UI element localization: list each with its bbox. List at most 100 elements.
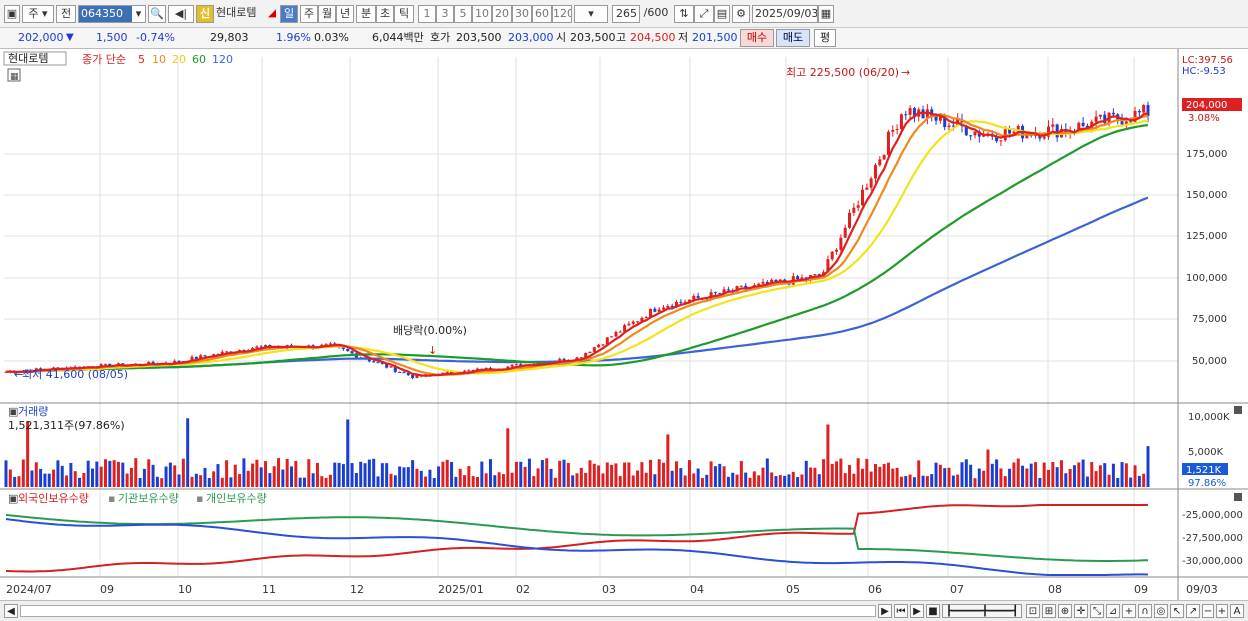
crosshair-icon[interactable]: +: [1122, 604, 1136, 618]
gear-icon[interactable]: ⚙: [732, 5, 750, 23]
play-icon[interactable]: ▶: [910, 604, 924, 618]
pan-icon[interactable]: ↗: [1186, 604, 1200, 618]
count-input[interactable]: 265: [612, 5, 640, 23]
period-year[interactable]: 년: [336, 5, 354, 23]
volume-bar: [471, 476, 475, 487]
volume-bar: [501, 474, 505, 487]
interval-10[interactable]: 10: [472, 5, 492, 23]
volume-bar: [1107, 474, 1111, 487]
panel-settings-icon[interactable]: [7, 68, 21, 82]
candle-body: [947, 125, 951, 128]
interval-30[interactable]: 30: [512, 5, 532, 23]
window-menu-icon[interactable]: ▣: [4, 5, 20, 23]
candle-body: [830, 251, 834, 260]
code-dropdown-icon[interactable]: ▾: [132, 5, 146, 23]
candle-body: [865, 187, 869, 190]
volume-bar: [290, 466, 293, 487]
stock-code-input[interactable]: 064350: [78, 5, 146, 23]
scroll-track[interactable]: [20, 605, 876, 617]
volume-bar: [125, 473, 129, 487]
volume-bar: [1064, 473, 1068, 487]
moving-averages: [5, 111, 1149, 377]
save-icon[interactable]: ▤: [714, 5, 730, 23]
volume-bar: [424, 476, 428, 487]
volume-bar: [904, 476, 908, 487]
rewind-icon[interactable]: ⏮: [894, 604, 908, 618]
interval-120[interactable]: 120: [552, 5, 572, 23]
volume-bar: [121, 462, 125, 487]
drawing-tool-icon[interactable]: ⤢: [694, 5, 714, 23]
trend-icon[interactable]: ⤡: [1090, 604, 1104, 618]
period-minute[interactable]: 분: [356, 5, 376, 23]
chart-type-icon[interactable]: ⇅: [674, 5, 694, 23]
high-annotation: 최고 225,500 (06/20): [786, 66, 899, 79]
ma-60-line: [5, 124, 1149, 374]
grid-icon[interactable]: ⊞: [1042, 604, 1056, 618]
zoom-in-icon[interactable]: ⊕: [1058, 604, 1072, 618]
scroll-right-icon[interactable]: ▶: [878, 604, 892, 618]
magnet-icon[interactable]: ∩: [1138, 604, 1152, 618]
volume-bar: [982, 470, 986, 487]
interval-20[interactable]: 20: [492, 5, 512, 23]
interval-60[interactable]: 60: [532, 5, 552, 23]
volume-bar: [813, 467, 817, 487]
candle-body: [813, 274, 817, 276]
date-input[interactable]: 2025/09/03: [752, 5, 818, 23]
cursor-icon[interactable]: ✛: [1074, 604, 1088, 618]
low-arrow-icon: ←: [14, 368, 23, 381]
volume-bar: [1077, 462, 1081, 487]
candle-body: [1077, 122, 1081, 132]
candle-body: [367, 359, 371, 362]
zoom-fit-icon[interactable]: ⊡: [1026, 604, 1040, 618]
volume-bar: [298, 477, 302, 487]
volume-bar: [977, 468, 981, 487]
buy-button[interactable]: 매수: [740, 29, 774, 47]
period-day[interactable]: 일: [280, 5, 298, 23]
volume-close-icon[interactable]: [1234, 406, 1242, 414]
volume-bar: [1025, 468, 1029, 487]
volume-bar: [1120, 462, 1124, 487]
period-month[interactable]: 월: [318, 5, 336, 23]
zoom-out-icon[interactable]: −: [1202, 604, 1214, 618]
holding-close-icon[interactable]: [1234, 493, 1242, 501]
sell-button[interactable]: 매도: [776, 29, 810, 47]
pointer-icon[interactable]: ↖: [1170, 604, 1184, 618]
volume-bar: [644, 472, 648, 487]
font-size-icon[interactable]: A: [1230, 604, 1244, 618]
volume-bar: [809, 467, 813, 487]
speaker-icon[interactable]: ◀|: [168, 5, 194, 23]
eval-button[interactable]: 평: [814, 29, 836, 47]
chart-area[interactable]: 현대로템 종가 단순 5 10 20 60 120 ▦ 최고 225,500 (…: [0, 49, 1248, 604]
interval-3[interactable]: 3: [436, 5, 454, 23]
search-icon[interactable]: 🔍: [148, 5, 166, 23]
candle-body: [869, 178, 873, 188]
calendar-icon[interactable]: ▦: [818, 5, 834, 23]
prev-button[interactable]: 전: [56, 5, 76, 23]
zoom-plus-icon[interactable]: +: [1216, 604, 1228, 618]
interval-1[interactable]: 1: [418, 5, 436, 23]
interval-dropdown[interactable]: ▾: [574, 5, 608, 23]
zoom-slider[interactable]: ┣━━━━━╋━━━━┫: [942, 604, 1022, 618]
candle-body: [679, 301, 683, 303]
volume-bar: [1103, 463, 1107, 487]
ruler-icon[interactable]: ⊿: [1106, 604, 1120, 618]
scroll-left-icon[interactable]: ◀: [4, 604, 18, 618]
ma-period-120: 120: [212, 53, 233, 66]
period-tick[interactable]: 틱: [394, 5, 414, 23]
individual-holding-label: 개인보유수량: [206, 492, 267, 505]
interval-5[interactable]: 5: [454, 5, 472, 23]
candle-body: [1103, 114, 1107, 124]
candle-body: [999, 140, 1003, 142]
candle-body: [943, 114, 947, 128]
period-second[interactable]: 초: [376, 5, 394, 23]
high-value: 204,500: [630, 31, 676, 44]
institution-marker: ▪: [108, 492, 115, 505]
chart-svg[interactable]: 현대로템 종가 단순 5 10 20 60 120 ▦ 최고 225,500 (…: [0, 49, 1248, 604]
period-week[interactable]: 주: [300, 5, 318, 23]
type-selector[interactable]: 주 ▾: [22, 5, 54, 23]
volume-bar: [921, 475, 925, 487]
shape-icon[interactable]: ◎: [1154, 604, 1168, 618]
candle-body: [324, 344, 328, 346]
volume-bar: [584, 472, 588, 487]
stop-icon[interactable]: ■: [926, 604, 940, 618]
